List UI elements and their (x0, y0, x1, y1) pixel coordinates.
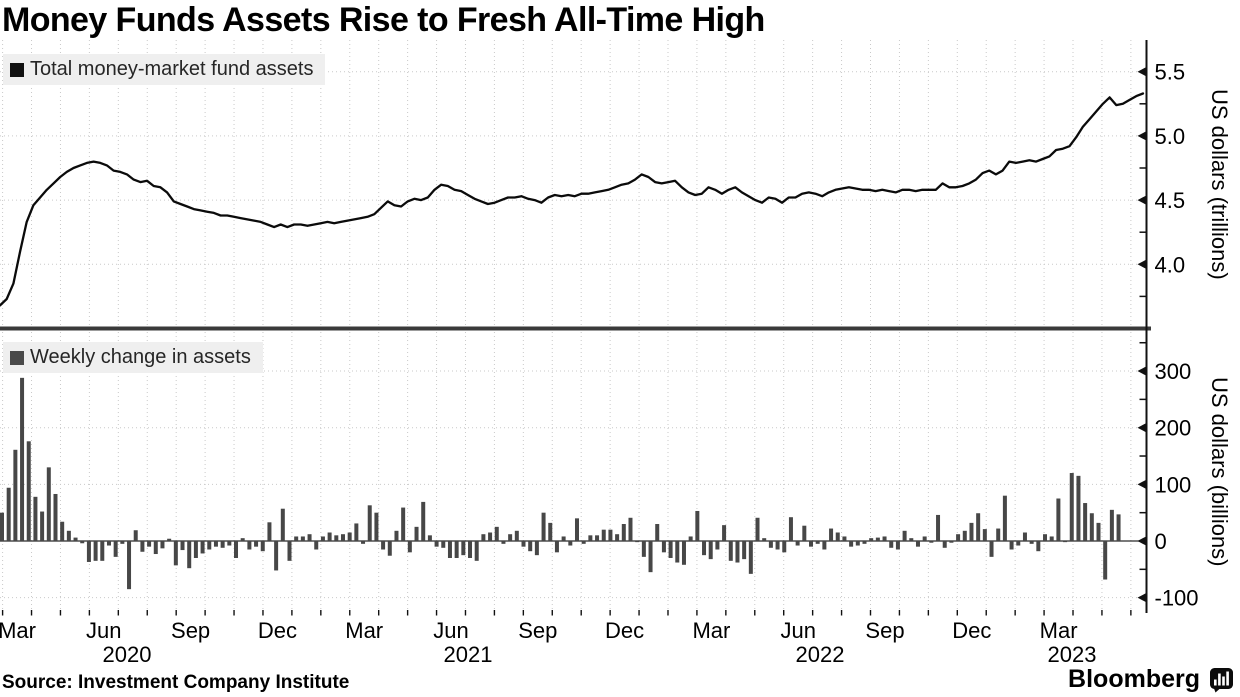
bloomberg-terminal-icon (1209, 667, 1234, 693)
svg-text:2022: 2022 (796, 642, 845, 667)
legend-weekly-change: Weekly change in assets (3, 342, 263, 373)
svg-text:4.5: 4.5 (1155, 188, 1186, 213)
legend-label: Weekly change in assets (30, 346, 251, 368)
y-axis-title-trillions: US dollars (trillions) (1207, 88, 1232, 280)
svg-text:2023: 2023 (1048, 642, 1097, 667)
svg-text:5.5: 5.5 (1155, 60, 1186, 85)
svg-text:Jun: Jun (86, 618, 121, 643)
svg-text:Mar: Mar (0, 618, 36, 643)
svg-text:5.0: 5.0 (1155, 124, 1186, 149)
svg-text:Jun: Jun (780, 618, 815, 643)
weekly-change-bars (0, 377, 1121, 590)
svg-text:Jun: Jun (433, 618, 468, 643)
svg-text:Dec: Dec (605, 618, 644, 643)
legend-swatch-bar (10, 350, 24, 365)
right-axis: 5.5 5.0 4.5 4.0 300 200 100 0 -100 (1137, 40, 1199, 613)
svg-text:Mar: Mar (345, 618, 383, 643)
svg-text:Sep: Sep (171, 618, 210, 643)
bloomberg-wordmark: Bloomberg (1068, 665, 1200, 693)
svg-text:Dec: Dec (258, 618, 297, 643)
svg-text:Sep: Sep (865, 618, 904, 643)
svg-text:200: 200 (1155, 416, 1192, 441)
legend-label: Total money-market fund assets (30, 58, 314, 80)
svg-text:300: 300 (1155, 359, 1192, 384)
svg-text:Mar: Mar (692, 618, 730, 643)
svg-text:4.0: 4.0 (1155, 252, 1186, 277)
svg-text:Sep: Sep (518, 618, 557, 643)
x-axis: Mar Jun Sep Dec Mar Jun Sep Dec Mar Jun Sep Dec Mar2… (0, 610, 1132, 667)
total-assets-line (0, 92, 1145, 307)
legend-swatch-line (10, 62, 24, 77)
gridlines (0, 40, 1145, 610)
svg-text:0: 0 (1155, 529, 1167, 554)
y-axis-title-billions: US dollars (billions) (1207, 377, 1232, 567)
svg-text:Dec: Dec (952, 618, 991, 643)
svg-text:Mar: Mar (1040, 618, 1078, 643)
legend-total-assets: Total money-market fund assets (3, 54, 326, 85)
panel-divider (0, 326, 1151, 331)
source-attribution: Source: Investment Company Institute (2, 672, 350, 693)
svg-text:100: 100 (1155, 472, 1192, 497)
svg-text:-100: -100 (1155, 586, 1199, 611)
bloomberg-logo: Bloomberg (1068, 665, 1234, 694)
svg-text:2020: 2020 (103, 642, 152, 667)
chart-title: Money Funds Assets Rise to Fresh All-Tim… (2, 1, 765, 39)
svg-text:2021: 2021 (444, 642, 493, 667)
